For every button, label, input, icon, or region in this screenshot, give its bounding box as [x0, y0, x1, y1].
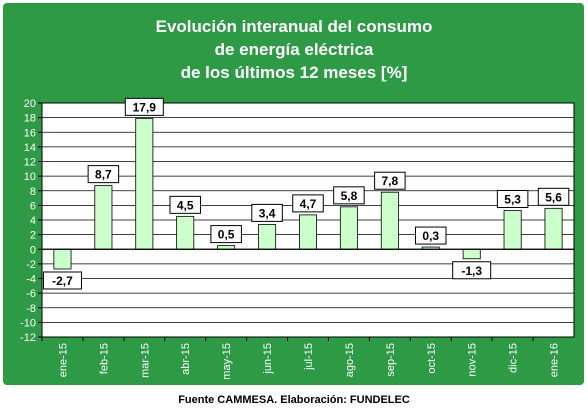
- data-label-box: [333, 186, 365, 205]
- x-tick-label: jun-15: [262, 343, 274, 375]
- bar-jul-15: [299, 214, 317, 250]
- title-line-1: Evolución interanual del consumo: [156, 17, 433, 36]
- data-label-box: [124, 97, 164, 116]
- x-tick-label: oct-15: [426, 343, 438, 374]
- y-tick-label: -12: [20, 332, 36, 344]
- y-tick-label: 18: [24, 113, 36, 125]
- bar-sep-15: [380, 191, 399, 250]
- data-label: 4,5: [177, 198, 194, 212]
- y-tick-label: 4: [30, 215, 36, 227]
- bar-nov-15: [462, 248, 481, 260]
- x-tick-label: feb-15: [98, 343, 110, 374]
- bar-ene-15: [53, 248, 72, 270]
- data-label-box: [537, 187, 570, 206]
- title-line-3: de los últimos 12 meses [%]: [181, 63, 408, 82]
- data-label-box: [210, 225, 242, 244]
- data-label-box: [374, 171, 406, 190]
- y-tick-label: 20: [24, 98, 36, 110]
- data-label-box: [42, 271, 82, 290]
- data-label-box: [496, 189, 529, 208]
- data-label: 5,8: [341, 189, 358, 203]
- data-label: 3,4: [259, 206, 276, 220]
- x-tick-label: sep-15: [385, 343, 397, 377]
- x-tick-label: mar-15: [139, 343, 151, 378]
- y-tick-label: 10: [24, 171, 36, 183]
- data-label: 7,8: [382, 174, 399, 188]
- data-label: 5,3: [504, 192, 521, 206]
- x-tick-label: ago-15: [344, 343, 356, 377]
- bars: [42, 117, 574, 270]
- bar-mar-15: [135, 117, 154, 250]
- data-label: 4,7: [300, 197, 317, 211]
- data-label-box: [292, 194, 324, 213]
- x-tick-label: ene-15: [57, 343, 69, 377]
- y-tick-label: -4: [26, 274, 36, 286]
- y-tick-label: 6: [30, 200, 36, 212]
- x-tick-label: dic-15: [508, 343, 520, 373]
- bar-ago-15: [339, 206, 358, 250]
- title-line-2: de energía eléctrica: [215, 40, 374, 59]
- data-label: 0,5: [218, 228, 235, 242]
- bar-dic-15: [503, 210, 522, 250]
- chart-title: Evolución interanual del consumo de ener…: [156, 17, 433, 82]
- bar-abr-15: [176, 215, 195, 250]
- x-tick-label: ene-16: [549, 343, 561, 377]
- y-tick-label: 8: [30, 186, 36, 198]
- data-label-box: [251, 203, 283, 222]
- x-tick-label: may-15: [221, 343, 233, 380]
- data-label: -2,7: [52, 274, 73, 288]
- data-label-box: [169, 195, 201, 214]
- x-tick-label: nov-15: [467, 343, 479, 377]
- y-tick-label: -10: [20, 317, 36, 329]
- y-tick-label: 2: [30, 230, 36, 242]
- bar-ene-16: [544, 207, 563, 250]
- y-tick-label: 0: [30, 244, 36, 256]
- data-label: -1,3: [461, 264, 482, 278]
- data-label: 17,9: [133, 100, 157, 114]
- data-label-box: [415, 226, 447, 245]
- x-tick-label: jul-15: [303, 343, 315, 371]
- y-tick-label: 16: [24, 127, 36, 139]
- x-tick-label: abr-15: [180, 343, 192, 375]
- data-label-box: [87, 165, 120, 184]
- bar-feb-15: [94, 185, 113, 250]
- data-label: 0,3: [422, 229, 439, 243]
- y-tick-label: -6: [26, 288, 36, 300]
- source-note: Fuente CAMMESA. Elaboración: FUNDELEC: [178, 394, 410, 406]
- data-labels: -2,7 8,7 17,9 4,5 0,5 3,4 4,7 5,8 7,8 0,3 -1,3 5,3 5…: [42, 97, 570, 290]
- y-tick-label: -8: [26, 303, 36, 315]
- y-tick-label: 12: [24, 157, 36, 169]
- y-tick-label: -2: [26, 259, 36, 271]
- y-tick-label: 14: [24, 142, 36, 154]
- data-label-box: [452, 261, 492, 280]
- bar-jun-15: [258, 223, 277, 250]
- data-label: 5,6: [545, 190, 562, 204]
- data-label: 8,7: [95, 168, 112, 182]
- x-axis-ticks: ene-15 feb-15 mar-15 abr-15 may-15 jun-15 jul-…: [41, 337, 561, 380]
